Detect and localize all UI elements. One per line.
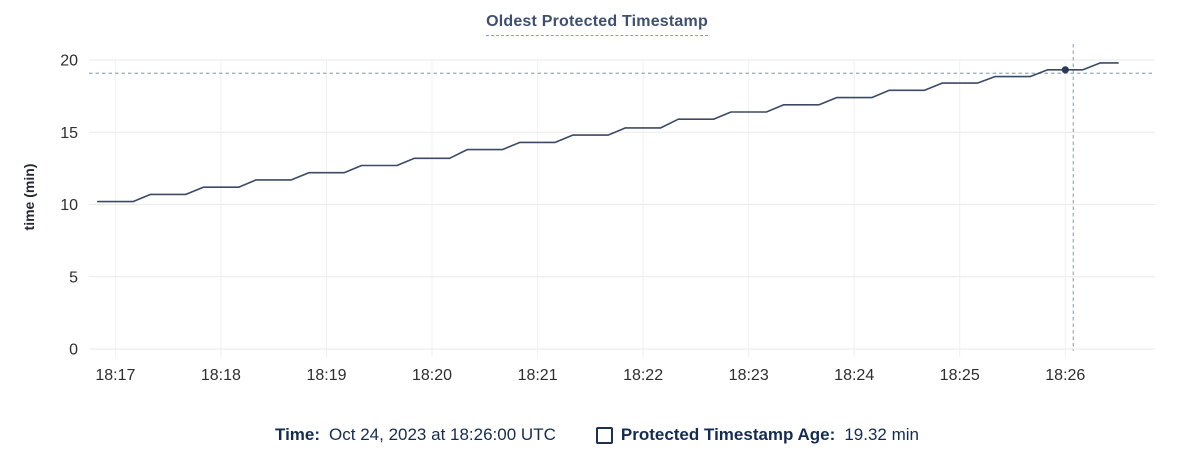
x-tick-label: 18:19 <box>306 367 346 384</box>
chart-title[interactable]: Oldest Protected Timestamp <box>486 13 708 36</box>
series-legend-swatch[interactable] <box>595 426 613 444</box>
legend-series-label[interactable]: Protected Timestamp Age: <box>620 425 836 444</box>
chart-title-row: Oldest Protected Timestamp <box>0 13 1194 36</box>
y-tick-label: 0 <box>69 342 78 359</box>
x-tick-label: 18:23 <box>729 367 769 384</box>
series-line <box>97 62 1119 203</box>
y-tick-label: 5 <box>69 269 78 286</box>
y-tick-label: 15 <box>60 125 78 142</box>
legend-time-label: Time: <box>275 425 321 444</box>
x-tick-label: 18:22 <box>623 367 663 384</box>
y-tick-label: 20 <box>60 53 78 70</box>
hover-point <box>1061 66 1069 74</box>
x-tick-label: 18:25 <box>940 367 980 384</box>
x-tick-label: 18:18 <box>201 367 241 384</box>
x-tick-label: 18:26 <box>1045 367 1085 384</box>
y-tick-label: 10 <box>60 197 78 214</box>
legend-time-value: Oct 24, 2023 at 18:26:00 UTC <box>329 425 556 444</box>
x-tick-label: 18:20 <box>412 367 452 384</box>
hover-legend: Time: Oct 24, 2023 at 18:26:00 UTC Prote… <box>0 421 1194 449</box>
x-tick-label: 18:24 <box>834 367 874 384</box>
x-tick-label: 18:21 <box>518 367 558 384</box>
x-tick-label: 18:17 <box>95 367 135 384</box>
legend-series-value: 19.32 min <box>844 425 919 444</box>
